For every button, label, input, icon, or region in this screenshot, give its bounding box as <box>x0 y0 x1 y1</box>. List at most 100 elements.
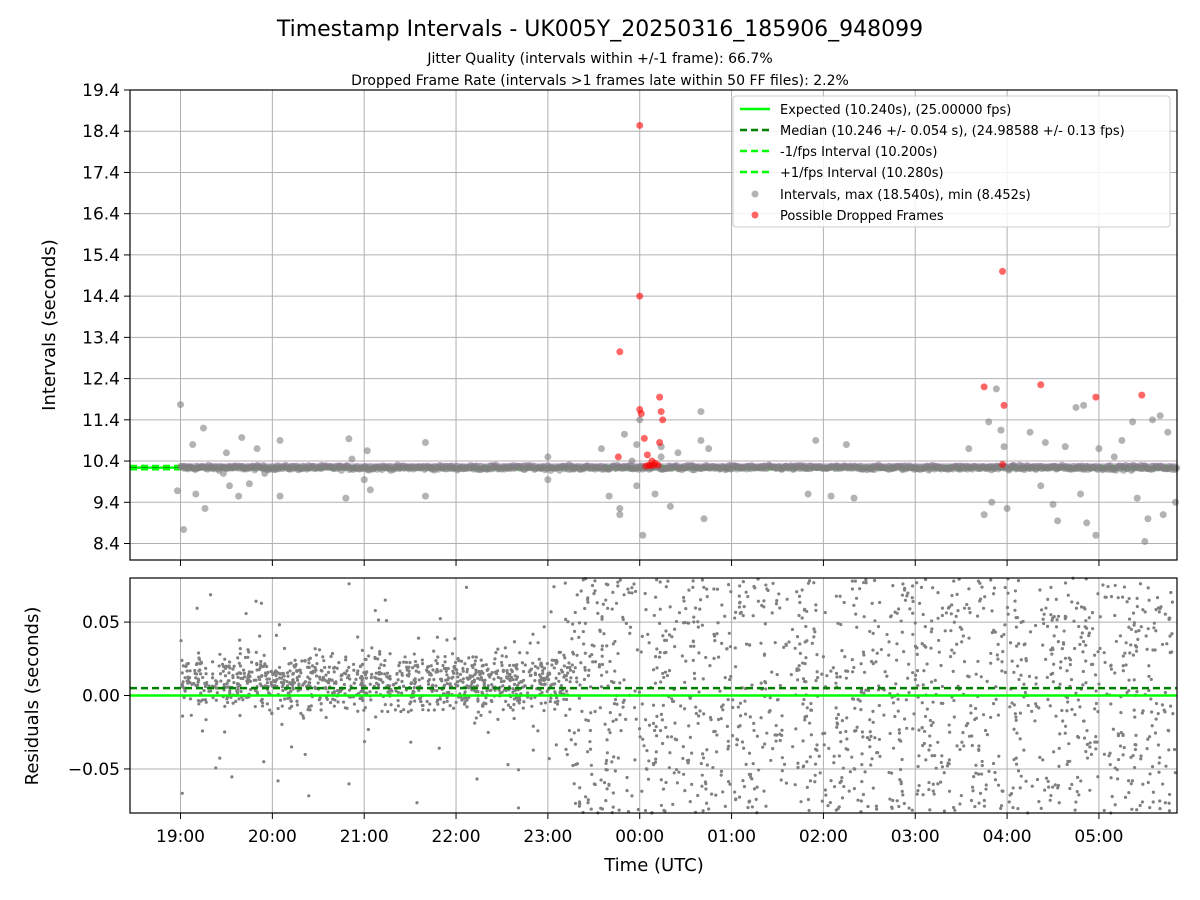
interval-point <box>842 441 850 449</box>
residual-point <box>1144 634 1148 638</box>
residual-point <box>573 666 577 670</box>
residual-point <box>1167 617 1171 621</box>
residual-point <box>982 804 987 808</box>
residual-point <box>552 666 556 670</box>
residual-point <box>861 792 866 797</box>
residual-point <box>199 672 203 676</box>
residual-point <box>215 691 219 695</box>
residual-point <box>605 738 609 742</box>
residual-point <box>474 716 478 720</box>
residual-point <box>420 658 424 662</box>
residual-point <box>784 781 789 785</box>
residual-point <box>1003 623 1007 627</box>
residual-point <box>948 655 953 659</box>
residual-point <box>733 646 737 650</box>
residual-point <box>1109 776 1113 780</box>
residual-point <box>512 702 516 707</box>
residual-point <box>320 669 324 673</box>
residual-point <box>608 711 612 715</box>
residual-point <box>1076 601 1080 605</box>
residual-point <box>1168 650 1172 655</box>
residual-point <box>931 700 935 704</box>
residual-point <box>721 708 725 712</box>
residual-point <box>1093 673 1098 677</box>
residual-point <box>1079 779 1083 783</box>
residual-point <box>601 602 605 606</box>
residual-point <box>967 587 971 591</box>
residual-point <box>690 751 694 755</box>
residual-point <box>478 677 482 681</box>
residual-point <box>479 713 483 717</box>
residual-point <box>416 636 421 640</box>
residual-point <box>630 591 634 595</box>
residual-point <box>1010 659 1014 663</box>
residual-point <box>1169 590 1173 595</box>
residual-point <box>420 661 425 666</box>
residual-point <box>726 779 731 784</box>
residual-point <box>782 645 786 649</box>
residual-point <box>1070 782 1074 787</box>
x-tick-label: 03:00 <box>891 827 940 847</box>
residual-point <box>499 679 504 684</box>
residual-point <box>554 743 558 747</box>
residual-point <box>666 579 670 583</box>
residual-point <box>395 671 399 676</box>
residual-point <box>1018 711 1022 715</box>
residual-point <box>180 683 184 687</box>
residual-point <box>696 625 700 629</box>
residual-point <box>203 684 207 689</box>
residual-point <box>681 745 685 749</box>
residual-point <box>1163 612 1167 616</box>
residual-point <box>1094 701 1099 706</box>
residual-point <box>850 670 855 674</box>
residual-point <box>1066 759 1070 764</box>
residual-point <box>568 668 573 672</box>
residual-point <box>1147 735 1152 739</box>
residual-point <box>782 762 787 767</box>
residual-point <box>835 725 839 729</box>
residual-point <box>486 684 490 688</box>
residual-point <box>578 802 582 806</box>
residual-point <box>800 616 804 620</box>
residual-point <box>920 701 924 705</box>
residual-point <box>868 718 872 722</box>
residual-point <box>1045 675 1049 680</box>
residual-point <box>277 623 282 627</box>
residual-point <box>214 679 218 683</box>
residual-point <box>317 648 322 652</box>
residual-point <box>409 708 413 712</box>
residual-point <box>218 652 222 656</box>
x-tick-label: 22:00 <box>432 827 481 847</box>
residual-point <box>549 696 553 700</box>
residual-point <box>922 669 926 673</box>
residual-point <box>1074 691 1078 695</box>
residual-point <box>1109 663 1113 667</box>
residual-point <box>827 746 831 750</box>
residual-point <box>780 733 784 737</box>
interval-point <box>222 449 230 457</box>
residual-point <box>570 663 574 667</box>
residual-point <box>1057 764 1061 768</box>
residual-point <box>895 642 899 646</box>
residual-point <box>1081 650 1085 654</box>
residual-point <box>577 728 581 732</box>
residual-point <box>507 677 511 681</box>
residual-point <box>797 664 801 668</box>
interval-point <box>633 482 641 490</box>
residual-point <box>1068 658 1073 662</box>
residual-point <box>393 708 398 712</box>
interval-point <box>1080 401 1088 409</box>
residual-point <box>1077 735 1081 740</box>
residual-point <box>1113 766 1117 770</box>
residual-point <box>624 717 628 721</box>
residual-point <box>1138 582 1143 586</box>
residual-point <box>1007 800 1011 804</box>
residual-point <box>237 671 241 675</box>
residual-point <box>1037 706 1041 710</box>
x-axis-label: Time (UTC) <box>603 855 704 876</box>
residual-point <box>478 672 483 676</box>
residual-point <box>1161 782 1165 786</box>
residual-point <box>223 657 227 661</box>
residual-point <box>429 673 433 677</box>
residual-point <box>235 689 239 693</box>
